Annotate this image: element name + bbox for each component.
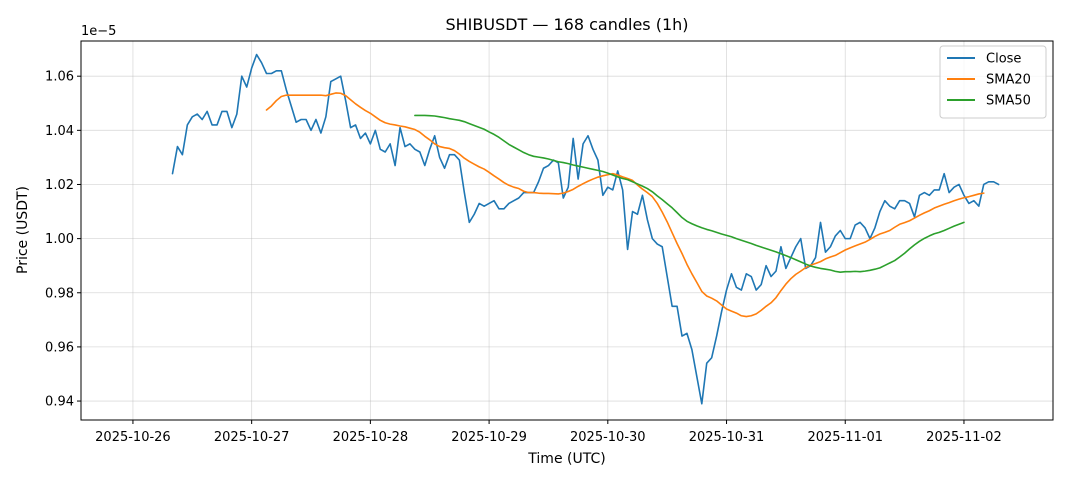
y-axis-multiplier: 1e−5 <box>81 24 116 39</box>
legend-label-close: Close <box>986 52 1021 67</box>
legend: Close SMA20 SMA50 <box>939 45 1047 119</box>
y-axis-title: Price (USDT) <box>15 186 31 274</box>
y-tick-label: 1.02 <box>45 178 74 193</box>
x-tick-label: 2025-10-29 <box>451 430 527 445</box>
x-tick-label: 2025-10-26 <box>95 430 171 445</box>
x-axis: 2025-10-26 2025-10-27 2025-10-28 2025-10-29… <box>95 420 1002 445</box>
legend-label-sma50: SMA50 <box>986 94 1031 109</box>
y-tick-label: 1.06 <box>45 70 74 85</box>
y-tick-label: 1.00 <box>45 232 74 247</box>
series-line-sma20 <box>265 92 985 318</box>
legend-label-sma20: SMA20 <box>986 73 1031 88</box>
x-tick-label: 2025-11-01 <box>807 430 883 445</box>
x-axis-title: Time (UTC) <box>527 451 605 467</box>
y-tick-label: 0.96 <box>45 340 74 355</box>
y-axis: 0.94 0.96 0.98 1.00 1.02 1.04 1.06 <box>45 70 81 410</box>
x-tick-label: 2025-10-28 <box>333 430 409 445</box>
grid-lines <box>81 41 1053 420</box>
series-line-sma50 <box>414 114 965 273</box>
series-line-close <box>171 53 1000 405</box>
chart-title: SHIBUSDT — 168 candles (1h) <box>445 15 688 34</box>
plot-frame <box>80 40 1054 421</box>
series-layer <box>171 53 1000 405</box>
x-tick-label: 2025-10-31 <box>689 430 765 445</box>
y-tick-label: 1.04 <box>45 124 74 139</box>
x-tick-label: 2025-10-27 <box>214 430 290 445</box>
y-tick-label: 0.94 <box>45 395 74 410</box>
x-tick-label: 2025-10-30 <box>570 430 646 445</box>
y-tick-label: 0.98 <box>45 286 74 301</box>
x-tick-label: 2025-11-02 <box>926 430 1002 445</box>
